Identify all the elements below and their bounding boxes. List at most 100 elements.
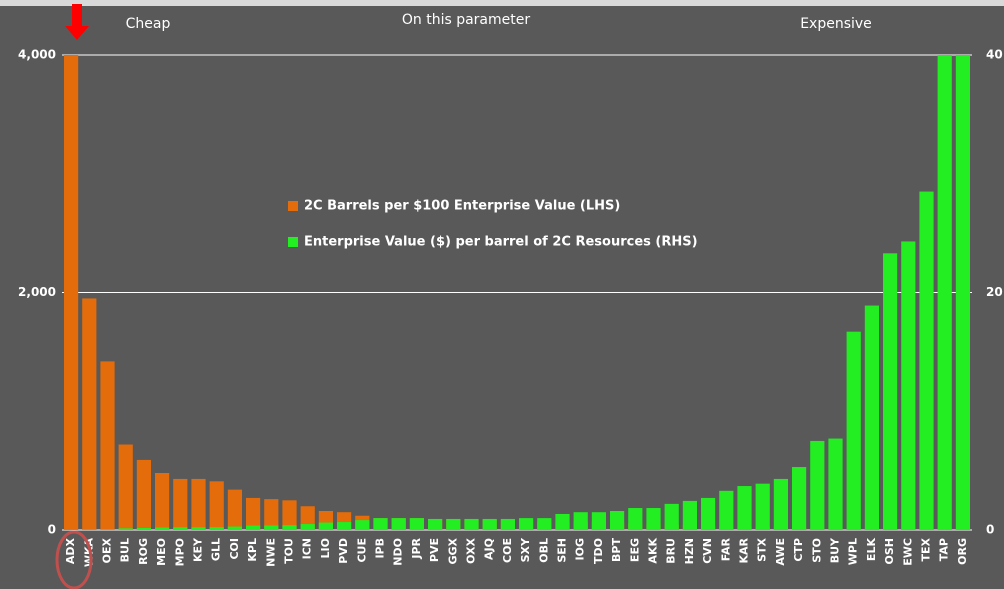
- bar: [264, 525, 279, 530]
- y-tick-label: 0: [48, 523, 56, 537]
- bar: [883, 253, 898, 530]
- x-tick-label: GLL: [210, 538, 223, 561]
- x-tick-label: ROG: [137, 538, 150, 565]
- x-tick-label: AWE: [774, 538, 787, 566]
- top-strip: [0, 0, 1004, 6]
- x-tick-label: IPB: [374, 538, 387, 559]
- bar: [409, 518, 424, 530]
- annotation: Cheap: [126, 16, 171, 32]
- bar: [792, 467, 807, 530]
- bar: [264, 499, 279, 530]
- bar: [919, 191, 934, 530]
- bar: [100, 361, 115, 530]
- bar: [573, 512, 588, 530]
- x-tick-label: PVE: [428, 538, 441, 562]
- bar: [100, 529, 115, 530]
- legend-swatch: [288, 201, 298, 211]
- x-tick-label: KPL: [246, 538, 259, 562]
- x-tick-label: LIO: [319, 538, 332, 558]
- plot: 0 2,000 4,000 0 20 40 ADX WKA OEX BUL ROG MEO MPO KEY…: [18, 48, 1003, 568]
- x-tick-label: ELK: [865, 538, 878, 562]
- bar: [155, 473, 170, 530]
- bar: [82, 298, 97, 530]
- x-tick-label: BRU: [665, 538, 678, 564]
- x-tick-label: OBL: [537, 538, 550, 563]
- x-tick-label: MPO: [173, 538, 186, 566]
- legend-label: 2C Barrels per $100 Enterprise Value (LH…: [304, 199, 620, 214]
- x-tick-label: OSH: [883, 538, 896, 564]
- x-tick-label: SXY: [519, 537, 532, 562]
- x-tick-label: EEG: [628, 538, 641, 562]
- bar: [173, 478, 188, 530]
- bar: [136, 459, 151, 530]
- bar: [373, 518, 388, 530]
- bar: [300, 524, 315, 530]
- x-tick-label: STX: [756, 537, 769, 561]
- bar: [628, 508, 643, 530]
- bar: [646, 508, 661, 530]
- bar: [610, 511, 625, 530]
- bar: [173, 527, 188, 530]
- bar: [355, 520, 370, 530]
- bar: [118, 528, 133, 530]
- legend-label: Enterprise Value ($) per barrel of 2C Re…: [304, 235, 698, 250]
- bar: [955, 55, 970, 530]
- annotation: Expensive: [800, 16, 872, 32]
- bar: [118, 444, 133, 530]
- x-tick-label: TAP: [938, 538, 951, 561]
- bar: [246, 525, 261, 530]
- bar: [864, 305, 879, 530]
- bar: [537, 518, 552, 530]
- bar: [937, 55, 952, 530]
- y-tick-label: 2,000: [18, 285, 56, 299]
- bar: [227, 526, 242, 530]
- x-tick-label: CUE: [355, 538, 368, 563]
- x-tick-label: EWC: [901, 538, 914, 566]
- bar: [227, 489, 242, 530]
- arrow: [65, 4, 89, 40]
- bar: [209, 481, 224, 530]
- x-tick-label: IOG: [574, 538, 587, 560]
- y-tick-label: 4,000: [18, 48, 56, 62]
- bar: [591, 512, 606, 530]
- bar: [773, 478, 788, 530]
- bar: [282, 525, 297, 530]
- legend-swatch: [288, 237, 298, 247]
- x-tick-label: CVN: [701, 538, 714, 564]
- bar: [464, 518, 479, 530]
- bar: [155, 527, 170, 530]
- x-tick-label: JPR: [410, 537, 423, 559]
- x-tick-label: WKA: [82, 538, 95, 568]
- x-tick-label: NDO: [392, 538, 405, 566]
- y2-tick-label: 0: [986, 523, 994, 537]
- bar: [82, 529, 97, 530]
- bar: [828, 438, 843, 530]
- x-tick-label: STO: [810, 538, 823, 563]
- x-tick-label: PVD: [337, 538, 350, 564]
- x-tick-label: CTP: [792, 538, 805, 562]
- bar: [555, 513, 570, 530]
- bar: [719, 490, 734, 530]
- x-tick-label: COE: [501, 538, 514, 563]
- bar: [446, 518, 461, 530]
- x-tick-label: KAR: [738, 537, 751, 563]
- bar: [846, 331, 861, 530]
- x-tick-label: COI: [228, 538, 241, 560]
- bar: [209, 527, 224, 530]
- y2-tick-label: 40: [986, 48, 1003, 62]
- highlight-circle: [55, 530, 93, 589]
- x-tick-label: NWE: [264, 538, 277, 567]
- x-tick-label: ADX: [64, 537, 77, 564]
- x-tick-label: OXX: [465, 537, 478, 563]
- x-tick-label: KEY: [192, 537, 205, 562]
- x-tick-label: HZN: [683, 538, 696, 564]
- bar: [282, 500, 297, 530]
- x-tick-label: BUY: [829, 537, 842, 563]
- bar: [737, 486, 752, 530]
- bar: [337, 522, 352, 530]
- bar: [246, 497, 261, 530]
- x-tick-label: AKK: [647, 538, 660, 564]
- y2-tick-label: 20: [986, 285, 1003, 299]
- bar: [191, 527, 206, 530]
